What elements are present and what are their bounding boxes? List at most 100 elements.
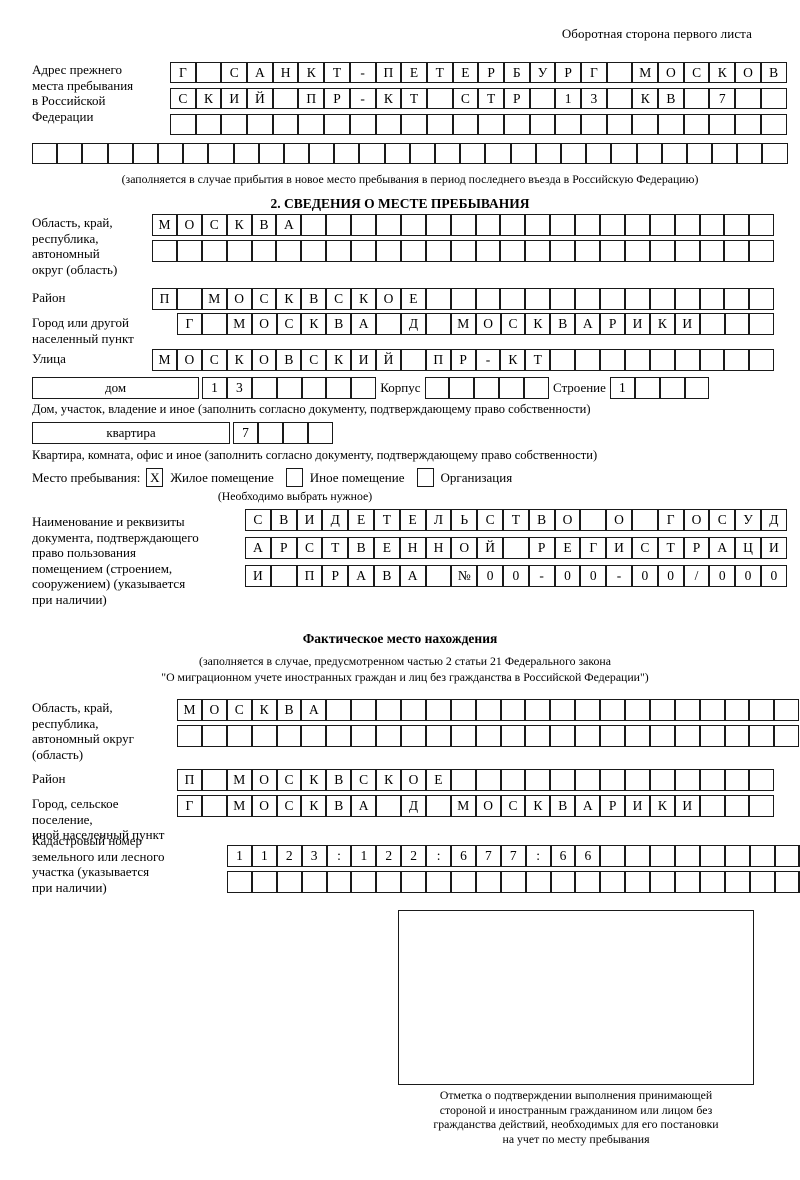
char-cell[interactable] — [449, 377, 475, 399]
char-cell[interactable]: О — [475, 313, 501, 335]
char-cell[interactable] — [349, 114, 376, 135]
char-cell[interactable] — [460, 143, 486, 164]
char-cell[interactable] — [272, 88, 299, 109]
char-cell[interactable]: О — [226, 288, 252, 310]
cadastral-row-2[interactable] — [227, 871, 800, 893]
stamp-box[interactable] — [398, 910, 754, 1085]
char-cell[interactable] — [326, 699, 352, 721]
stroenie-cells[interactable]: 1 — [609, 377, 710, 399]
char-cell[interactable] — [600, 769, 626, 791]
char-cell[interactable] — [659, 377, 685, 399]
char-cell[interactable] — [550, 871, 576, 893]
char-cell[interactable]: В — [251, 214, 277, 236]
char-cell[interactable]: О — [201, 699, 227, 721]
char-cell[interactable] — [251, 725, 277, 747]
char-cell[interactable]: Г — [581, 62, 607, 83]
char-cell[interactable] — [606, 114, 633, 135]
char-cell[interactable]: 0 — [709, 565, 736, 587]
char-cell[interactable] — [376, 214, 401, 236]
char-cell[interactable]: А — [351, 313, 377, 335]
char-cell[interactable] — [699, 795, 725, 817]
char-cell[interactable] — [32, 143, 58, 164]
char-cell[interactable] — [276, 725, 302, 747]
char-cell[interactable] — [600, 349, 625, 371]
char-cell[interactable]: К — [251, 699, 277, 721]
char-cell[interactable]: А — [348, 565, 374, 587]
char-cell[interactable]: И — [245, 565, 271, 587]
char-cell[interactable] — [152, 240, 177, 262]
char-cell[interactable] — [724, 214, 750, 236]
char-cell[interactable] — [550, 349, 576, 371]
char-cell[interactable] — [749, 214, 775, 236]
char-cell[interactable]: В — [326, 769, 352, 791]
char-cell[interactable]: О — [251, 349, 277, 371]
char-cell[interactable] — [749, 795, 775, 817]
char-cell[interactable]: - — [349, 62, 376, 83]
char-cell[interactable]: 1 — [609, 377, 635, 399]
char-cell[interactable] — [724, 313, 750, 335]
char-cell[interactable] — [425, 795, 451, 817]
char-cell[interactable] — [475, 725, 501, 747]
char-cell[interactable] — [611, 143, 637, 164]
char-cell[interactable] — [221, 114, 248, 135]
char-cell[interactable]: К — [226, 214, 252, 236]
char-cell[interactable] — [351, 240, 377, 262]
char-cell[interactable] — [475, 288, 501, 310]
char-cell[interactable]: Е — [452, 62, 479, 83]
char-cell[interactable] — [170, 114, 196, 135]
char-cell[interactable]: В — [326, 313, 352, 335]
char-cell[interactable] — [649, 699, 675, 721]
char-cell[interactable]: С — [251, 288, 277, 310]
char-cell[interactable] — [699, 769, 725, 791]
char-cell[interactable]: Т — [324, 62, 350, 83]
char-cell[interactable] — [376, 699, 402, 721]
char-cell[interactable]: О — [554, 509, 581, 531]
char-cell[interactable]: И — [625, 795, 650, 817]
char-cell[interactable] — [600, 845, 626, 867]
char-cell[interactable]: Т — [401, 88, 427, 109]
char-cell[interactable] — [195, 62, 222, 83]
char-cell[interactable] — [270, 565, 297, 587]
char-cell[interactable]: К — [326, 349, 352, 371]
char-cell[interactable] — [760, 88, 787, 109]
char-cell[interactable]: 0 — [502, 565, 529, 587]
char-cell[interactable] — [550, 725, 576, 747]
char-cell[interactable]: И — [221, 88, 248, 109]
char-cell[interactable]: П — [375, 62, 402, 83]
char-cell[interactable]: С — [221, 62, 248, 83]
char-cell[interactable]: К — [301, 313, 327, 335]
char-cell[interactable] — [500, 240, 526, 262]
char-cell[interactable] — [724, 725, 750, 747]
char-cell[interactable]: А — [247, 62, 273, 83]
char-cell[interactable]: Г — [170, 62, 196, 83]
char-cell[interactable] — [625, 699, 650, 721]
char-cell[interactable] — [550, 699, 576, 721]
char-cell[interactable] — [631, 509, 658, 531]
char-cell[interactable]: Р — [478, 62, 504, 83]
char-cell[interactable]: Е — [399, 509, 426, 531]
char-cell[interactable] — [401, 725, 426, 747]
char-cell[interactable] — [201, 795, 227, 817]
prev-address-row-4[interactable] — [32, 143, 788, 164]
korpus-cells[interactable] — [424, 377, 549, 399]
char-cell[interactable] — [227, 871, 252, 893]
char-cell[interactable] — [600, 214, 625, 236]
char-cell[interactable] — [376, 795, 402, 817]
char-cell[interactable]: К — [525, 795, 551, 817]
char-cell[interactable] — [157, 143, 184, 164]
char-cell[interactable]: Е — [373, 537, 400, 559]
char-cell[interactable] — [624, 349, 650, 371]
char-cell[interactable] — [208, 143, 234, 164]
char-cell[interactable]: 6 — [550, 845, 576, 867]
char-cell[interactable]: Ь — [451, 509, 478, 531]
char-cell[interactable]: И — [351, 349, 377, 371]
char-cell[interactable]: Н — [272, 62, 299, 83]
char-cell[interactable] — [450, 725, 476, 747]
char-cell[interactable] — [709, 114, 736, 135]
char-cell[interactable] — [525, 769, 551, 791]
char-cell[interactable] — [326, 871, 352, 893]
char-cell[interactable] — [251, 871, 277, 893]
char-cell[interactable] — [401, 871, 427, 893]
